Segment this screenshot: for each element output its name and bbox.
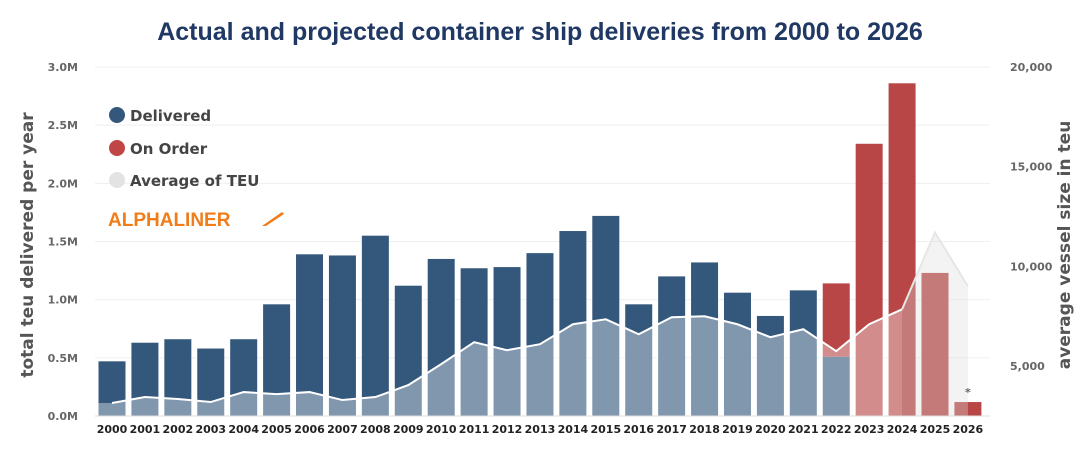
bar-delivered bbox=[296, 254, 324, 416]
average-line-projected bbox=[901, 230, 969, 310]
y2-tick-label: 5,000 bbox=[1010, 360, 1045, 373]
bar-on-order bbox=[888, 83, 916, 416]
x-tick-label: 2000 bbox=[97, 423, 128, 436]
x-tick-label: 2016 bbox=[623, 423, 654, 436]
alphaliner-logo: ALPHALINER bbox=[108, 210, 284, 231]
x-tick-label: 2001 bbox=[130, 423, 161, 436]
x-tick-label: 2019 bbox=[722, 423, 753, 436]
average-area-projected bbox=[902, 232, 968, 416]
x-tick-label: 2010 bbox=[426, 423, 457, 436]
bar-delivered bbox=[263, 304, 291, 416]
x-tick-label: 2017 bbox=[656, 423, 687, 436]
y-tick-label: 2.5M bbox=[48, 119, 78, 132]
logo-text: ALPHALINER bbox=[108, 210, 231, 231]
x-tick-label: 2022 bbox=[821, 423, 852, 436]
x-tick-label: 2018 bbox=[689, 423, 720, 436]
bar-delivered bbox=[658, 276, 686, 416]
average-area bbox=[98, 309, 903, 416]
bar-delivered bbox=[328, 255, 356, 416]
y-axis-label: total teu delivered per year bbox=[18, 112, 38, 378]
x-tick-label: 2003 bbox=[195, 423, 226, 436]
legend-marker-on-order bbox=[109, 140, 125, 156]
y2-tick-label: 20,000 bbox=[1010, 61, 1053, 74]
x-tick-label: 2012 bbox=[492, 423, 523, 436]
y-tick-label: 3.0M bbox=[48, 61, 78, 74]
x-tick-label: 2015 bbox=[590, 423, 621, 436]
x-tick-label: 2020 bbox=[755, 423, 786, 436]
x-tick-label: 2025 bbox=[920, 423, 951, 436]
x-tick-label: 2011 bbox=[459, 423, 490, 436]
x-tick-label: 2024 bbox=[887, 423, 918, 436]
bar-delivered bbox=[230, 339, 258, 416]
x-tick-label: 2008 bbox=[360, 423, 391, 436]
y-tick-label: 2.0M bbox=[48, 177, 78, 190]
bar-delivered bbox=[822, 356, 850, 416]
x-tick-label: 2002 bbox=[163, 423, 194, 436]
bar-delivered bbox=[592, 215, 620, 416]
y-tick-label: 0.5M bbox=[48, 352, 78, 365]
bar-delivered bbox=[197, 348, 225, 416]
average-line bbox=[111, 308, 903, 405]
x-tick-label: 2009 bbox=[393, 423, 424, 436]
x-tick-label: 2013 bbox=[525, 423, 556, 436]
legend: Delivered On Order Average of TEU bbox=[109, 107, 259, 190]
bar-delivered bbox=[723, 292, 751, 416]
legend-label-delivered: Delivered bbox=[130, 107, 211, 125]
legend-label-average: Average of TEU bbox=[130, 172, 259, 190]
x-tick-label: 2005 bbox=[261, 423, 292, 436]
x-tick-label: 2007 bbox=[327, 423, 358, 436]
y-tick-label: 1.0M bbox=[48, 294, 78, 307]
bar-delivered bbox=[789, 290, 817, 416]
x-tick-label: 2023 bbox=[854, 423, 885, 436]
y-tick-label: 0.0M bbox=[48, 410, 78, 423]
bar-delivered bbox=[361, 235, 389, 416]
x-tick-label: 2014 bbox=[558, 423, 589, 436]
y2-tick-label: 15,000 bbox=[1010, 161, 1053, 174]
bar-delivered bbox=[164, 339, 192, 416]
annotation-asterisk: * bbox=[965, 386, 971, 399]
legend-label-on-order: On Order bbox=[130, 140, 208, 158]
bar-delivered bbox=[691, 262, 719, 416]
x-tick-label: 2006 bbox=[294, 423, 325, 436]
bar-delivered bbox=[98, 361, 126, 416]
bar-delivered bbox=[493, 267, 521, 416]
logo-swoosh-icon bbox=[262, 212, 284, 226]
bar-on-order bbox=[921, 272, 949, 416]
legend-marker-average bbox=[109, 172, 125, 188]
bar-on-order bbox=[954, 402, 982, 416]
bar-delivered bbox=[394, 285, 422, 416]
legend-marker-delivered bbox=[109, 107, 125, 123]
x-tick-label: 2004 bbox=[228, 423, 259, 436]
bar-delivered bbox=[131, 342, 159, 416]
y-tick-label: 1.5M bbox=[48, 236, 78, 249]
x-tick-label: 2026 bbox=[953, 423, 984, 436]
chart-title: Actual and projected container ship deli… bbox=[157, 18, 923, 46]
bar-on-order bbox=[855, 143, 883, 416]
y2-tick-label: 10,000 bbox=[1010, 260, 1053, 273]
bar-delivered bbox=[526, 253, 554, 416]
x-tick-label: 2021 bbox=[788, 423, 819, 436]
y2-axis-label: average vessel size in teu bbox=[1055, 121, 1075, 370]
bar-delivered bbox=[427, 258, 455, 416]
bar-delivered bbox=[625, 304, 653, 416]
